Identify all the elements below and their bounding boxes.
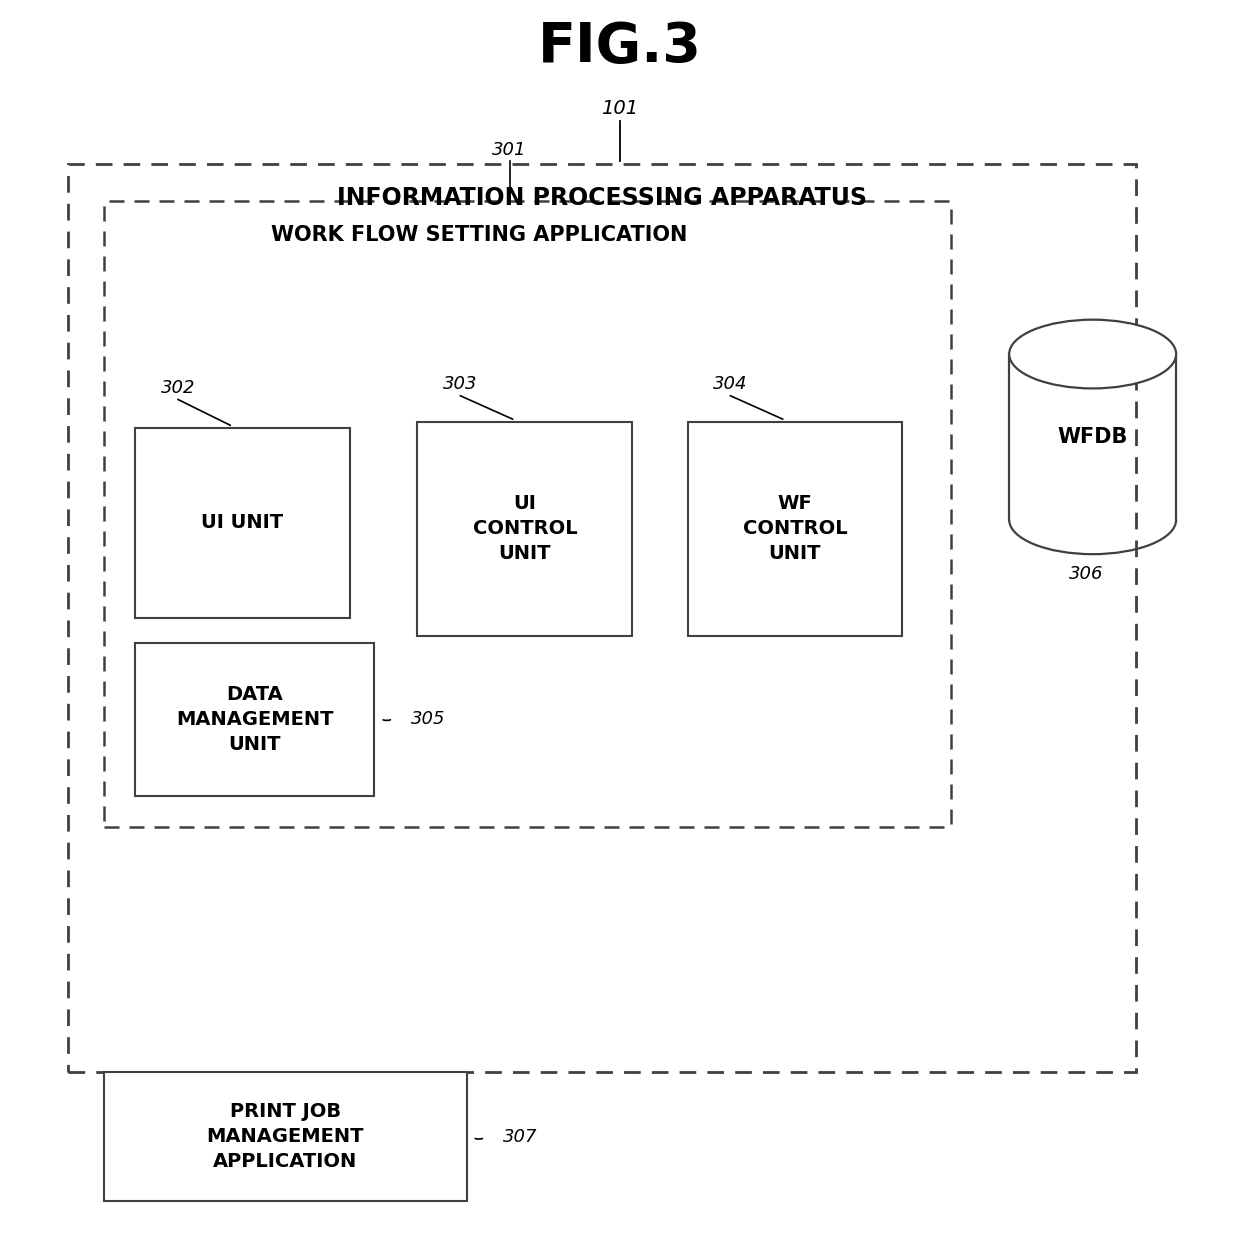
Bar — [135, 643, 374, 796]
Text: 101: 101 — [601, 99, 639, 119]
Text: 301: 301 — [492, 141, 527, 159]
Text: UI UNIT: UI UNIT — [201, 513, 284, 533]
Bar — [418, 421, 632, 637]
Text: WFDB: WFDB — [1058, 426, 1128, 447]
Bar — [687, 421, 903, 637]
Bar — [135, 428, 350, 618]
Text: 303: 303 — [443, 376, 477, 393]
Text: 306: 306 — [1069, 565, 1104, 583]
Text: 302: 302 — [161, 379, 195, 397]
Text: UI
CONTROL
UNIT: UI CONTROL UNIT — [472, 494, 577, 564]
Bar — [104, 1073, 466, 1201]
Text: PRINT JOB
MANAGEMENT
APPLICATION: PRINT JOB MANAGEMENT APPLICATION — [207, 1103, 365, 1172]
Text: INFORMATION PROCESSING APPARATUS: INFORMATION PROCESSING APPARATUS — [336, 187, 867, 210]
Text: WORK FLOW SETTING APPLICATION: WORK FLOW SETTING APPLICATION — [270, 225, 687, 245]
Text: 304: 304 — [713, 376, 748, 393]
Bar — [104, 200, 951, 827]
Bar — [67, 163, 1136, 1073]
Text: FIG.3: FIG.3 — [538, 20, 702, 74]
Text: DATA
MANAGEMENT
UNIT: DATA MANAGEMENT UNIT — [176, 685, 334, 754]
Text: WF
CONTROL
UNIT: WF CONTROL UNIT — [743, 494, 847, 564]
Text: 307: 307 — [503, 1128, 538, 1146]
Ellipse shape — [1009, 320, 1176, 388]
Text: 305: 305 — [412, 709, 446, 728]
